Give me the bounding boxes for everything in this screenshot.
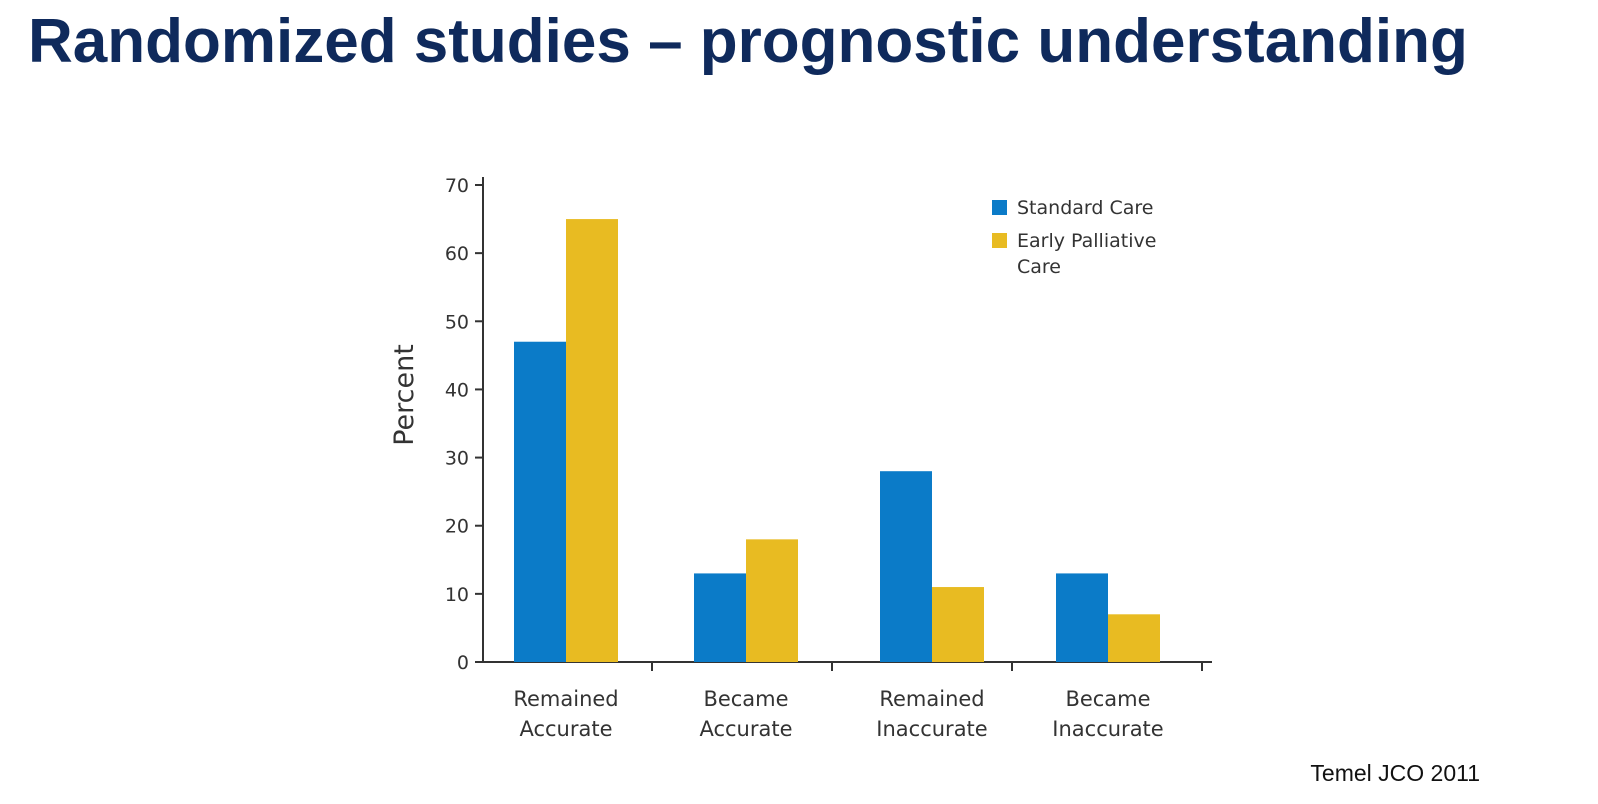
y-tick-label: 70 xyxy=(445,175,469,197)
y-tick-label: 20 xyxy=(445,516,469,538)
x-category-label-line: Became xyxy=(703,687,788,711)
legend-label: Standard Care xyxy=(1017,197,1153,219)
x-axis: Remained Accurate Became Accurate Remained In… xyxy=(483,661,1212,741)
legend-label-line: Early Palliative xyxy=(1017,230,1156,252)
y-axis: 0 10 20 30 40 50 60 70 xyxy=(445,175,484,674)
y-tick-label: 30 xyxy=(445,448,469,470)
y-tick-label: 50 xyxy=(445,311,469,333)
y-tick-label: 60 xyxy=(445,243,469,265)
bar-early-palliative-care xyxy=(932,587,984,662)
bar-early-palliative-care xyxy=(1108,614,1160,662)
slide-title: Randomized studies – prognostic understa… xyxy=(28,7,1468,76)
legend: Standard Care Early Palliative Care xyxy=(992,197,1156,278)
legend-label: Early Palliative Care xyxy=(1017,230,1156,278)
legend-label-line: Standard Care xyxy=(1017,197,1153,219)
x-category-label-line: Inaccurate xyxy=(876,717,987,741)
bar-standard-care xyxy=(514,341,566,662)
y-axis-title: Percent xyxy=(389,344,420,446)
bar-standard-care xyxy=(1056,573,1108,662)
bar-standard-care xyxy=(880,471,932,662)
y-tick-label: 40 xyxy=(445,379,469,401)
legend-swatch xyxy=(992,233,1007,248)
bar-early-palliative-care xyxy=(746,539,798,662)
y-tick-label: 10 xyxy=(445,584,469,606)
x-category-label-line: Inaccurate xyxy=(1052,717,1163,741)
legend-swatch xyxy=(992,200,1007,215)
bar-standard-care xyxy=(694,573,746,662)
x-category-label: Became Accurate xyxy=(699,687,792,741)
x-category-label: Remained Accurate xyxy=(513,687,618,741)
x-category-label-line: Accurate xyxy=(699,717,792,741)
x-category-label: Became Inaccurate xyxy=(1052,687,1163,741)
x-category-label: Remained Inaccurate xyxy=(876,687,987,741)
x-category-label-line: Remained xyxy=(513,687,618,711)
x-category-label-line: Accurate xyxy=(519,717,612,741)
source-citation: Temel JCO 2011 xyxy=(1310,760,1480,786)
y-tick-label: 0 xyxy=(457,652,469,674)
legend-label-line: Care xyxy=(1017,256,1061,278)
x-category-label-line: Became xyxy=(1065,687,1150,711)
x-category-label-line: Remained xyxy=(879,687,984,711)
bar-early-palliative-care xyxy=(566,219,618,663)
bars xyxy=(514,219,1160,663)
